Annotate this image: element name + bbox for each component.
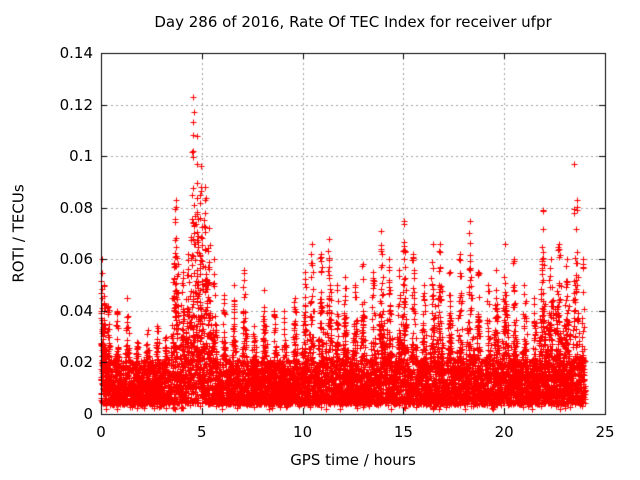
y-tick-label: 0.12 (59, 95, 93, 114)
x-tick-label: 20 (494, 423, 514, 441)
x-tick-label: 10 (293, 423, 313, 441)
x-tick-label: 15 (393, 423, 413, 441)
y-tick-label: 0.14 (59, 44, 93, 62)
x-tick-label: 0 (96, 423, 106, 441)
x-tick-label: 25 (595, 423, 615, 441)
y-tick-label: 0.04 (59, 301, 93, 320)
chart-title: Day 286 of 2016, Rate Of TEC Index for r… (154, 13, 552, 31)
x-axis-label: GPS time / hours (290, 451, 416, 469)
y-tick-label: 0.08 (59, 198, 93, 217)
y-tick-label: 0.1 (69, 147, 93, 166)
y-tick-label: 0.02 (59, 353, 93, 372)
y-tick-label: 0 (83, 405, 93, 423)
x-tick-label: 5 (197, 423, 207, 441)
y-tick-label: 0.06 (59, 250, 93, 269)
y-axis-label: ROTI / TECUs (9, 184, 28, 283)
